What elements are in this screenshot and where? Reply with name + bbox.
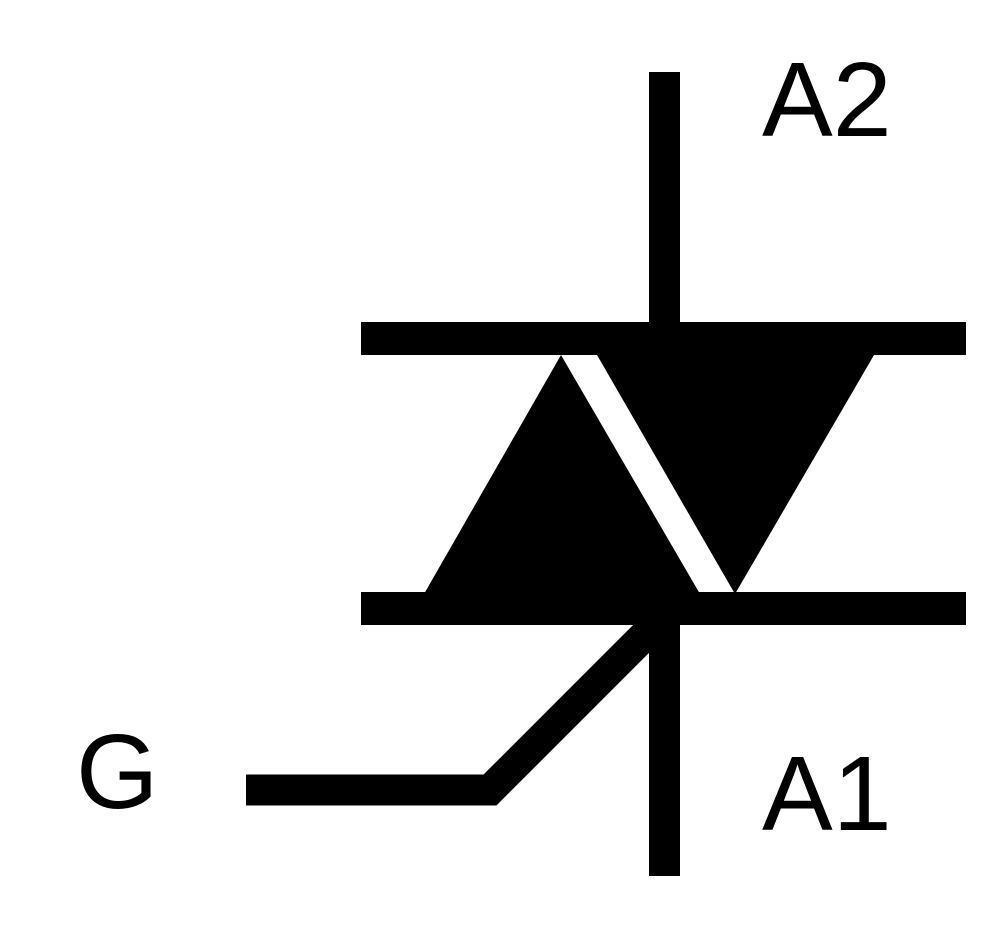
downward-triangle [597, 355, 874, 594]
gate-lead [246, 611, 669, 806]
a1-lead [649, 622, 680, 876]
a2-lead [649, 72, 680, 328]
gate-label: G [76, 713, 158, 831]
upper-bar [361, 322, 966, 355]
upward-triangle [424, 355, 700, 594]
lower-bar [361, 592, 966, 625]
a2-label: A2 [762, 41, 892, 159]
a1-label: A1 [762, 735, 892, 853]
